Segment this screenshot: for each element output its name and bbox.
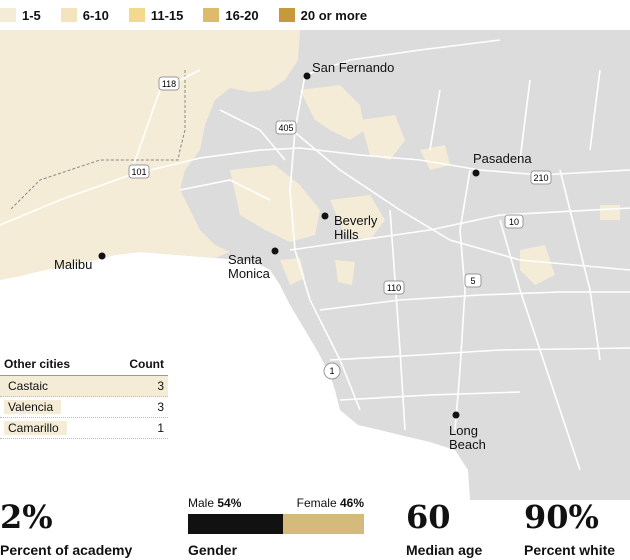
city-label-san-fernando: San Fernando bbox=[312, 60, 395, 75]
legend-swatch bbox=[278, 8, 295, 22]
stat-percent-academy-label: Percent of academy bbox=[0, 542, 133, 558]
legend-label: 11-15 bbox=[150, 7, 184, 23]
city-name: Castaic bbox=[8, 379, 49, 393]
legend-item-6-10: 6-10 bbox=[60, 7, 109, 23]
land-beige-patch bbox=[230, 165, 320, 242]
legend-swatch bbox=[128, 8, 145, 22]
highway-210-label: 210 bbox=[533, 173, 548, 183]
highway-shield-118: 118 bbox=[158, 76, 180, 91]
map[interactable]: 118 405 101 210 10 110 bbox=[0, 30, 630, 500]
land-beige-patch bbox=[600, 205, 620, 220]
city-count: 3 bbox=[157, 400, 164, 414]
city-dot-long-beach[interactable] bbox=[452, 411, 460, 419]
gender-labels: Male 54% Female 46% bbox=[188, 496, 364, 510]
land-beige-patch bbox=[520, 245, 555, 285]
table-row: Camarillo 1 bbox=[0, 418, 168, 439]
roads bbox=[0, 39, 630, 471]
highway-shields: 118 405 101 210 10 110 bbox=[128, 76, 552, 380]
highway-shield-1: 1 bbox=[323, 362, 341, 380]
legend-item-11-15: 11-15 bbox=[128, 7, 184, 23]
land-beige-patch bbox=[335, 260, 355, 285]
legend-label: 20 or more bbox=[300, 7, 368, 23]
highway-110-label: 110 bbox=[387, 283, 401, 293]
legend: 1-5 6-10 11-15 16-20 20 or more bbox=[0, 0, 630, 30]
stat-median-age-value: 60 bbox=[406, 498, 451, 536]
legend-item-1-5: 1-5 bbox=[0, 8, 41, 23]
legend-swatch bbox=[0, 8, 16, 22]
other-cities-header-name: Other cities bbox=[4, 357, 71, 371]
gender-female-text: Female 46% bbox=[297, 496, 364, 510]
land-beige-patch bbox=[360, 115, 405, 160]
legend-swatch bbox=[203, 8, 220, 22]
table-row: Castaic 3 bbox=[0, 376, 168, 397]
city-dot-beverly-hills[interactable] bbox=[321, 212, 329, 220]
stat-percent-academy-value: 2% bbox=[0, 498, 53, 536]
city-dot-pasadena[interactable] bbox=[472, 169, 480, 177]
map-canvas: 118 405 101 210 10 110 bbox=[0, 30, 630, 500]
gender-male-label: Male bbox=[188, 496, 215, 510]
legend-item-20-plus: 20 or more bbox=[278, 7, 368, 23]
stat-percent-white-label: Percent white bbox=[524, 542, 616, 558]
highway-shield-5: 5 bbox=[464, 273, 482, 288]
highway-101-label: 101 bbox=[131, 167, 146, 177]
legend-label: 16-20 bbox=[225, 7, 259, 23]
city-dots bbox=[98, 72, 480, 419]
city-name: Valencia bbox=[4, 400, 62, 414]
legend-label: 6-10 bbox=[82, 7, 109, 23]
highway-shield-405: 405 bbox=[275, 120, 297, 135]
city-dot-santa-monica[interactable] bbox=[271, 247, 279, 255]
city-label-long-beach: Long Beach bbox=[449, 423, 486, 452]
other-cities-table: Other cities Count Castaic 3 Valencia 3 … bbox=[0, 355, 168, 439]
city-count: 3 bbox=[157, 379, 164, 393]
highway-405-label: 405 bbox=[278, 123, 293, 133]
gender-female-label: Female bbox=[296, 496, 337, 510]
highway-5-label: 5 bbox=[470, 276, 475, 286]
stats-panel: 2% Percent of academy Male 54% Female 46… bbox=[0, 496, 630, 560]
stat-gender-label: Gender bbox=[188, 542, 238, 558]
city-dot-san-fernando[interactable] bbox=[303, 72, 311, 80]
other-cities-header-count: Count bbox=[129, 357, 164, 371]
highway-1-label: 1 bbox=[329, 366, 334, 376]
city-label-beverly-hills: Beverly Hills bbox=[334, 213, 378, 242]
stat-median-age-label: Median age bbox=[406, 542, 483, 558]
table-row: Valencia 3 bbox=[0, 397, 168, 418]
land-beige-west bbox=[0, 30, 300, 280]
gender-female-pct: 46% bbox=[339, 496, 364, 510]
city-count: 1 bbox=[157, 421, 164, 435]
legend-label: 1-5 bbox=[22, 7, 41, 23]
city-label-malibu: Malibu bbox=[54, 257, 93, 272]
city-label-santa-monica: Santa Monica bbox=[228, 252, 270, 281]
city-label-pasadena: Pasadena bbox=[473, 151, 532, 166]
other-cities-header: Other cities Count bbox=[0, 355, 168, 376]
legend-swatch bbox=[60, 8, 77, 22]
land-beige-patch bbox=[300, 85, 365, 140]
gender-male-text: Male 54% bbox=[188, 496, 241, 510]
county-line bbox=[9, 70, 186, 211]
legend-item-16-20: 16-20 bbox=[203, 7, 259, 23]
highway-118-label: 118 bbox=[162, 79, 176, 89]
gender-male-pct: 54% bbox=[217, 496, 242, 510]
gender-bar-female bbox=[283, 514, 364, 534]
gender-bar-male bbox=[188, 514, 284, 534]
highway-10-label: 10 bbox=[509, 217, 519, 227]
city-name: Camarillo bbox=[4, 421, 67, 435]
land-beige-patch bbox=[330, 195, 385, 240]
city-dot-malibu[interactable] bbox=[98, 252, 106, 260]
highway-shield-10: 10 bbox=[504, 214, 524, 229]
highway-shield-210: 210 bbox=[530, 170, 552, 185]
highway-shield-101: 101 bbox=[128, 164, 150, 179]
gender-bar bbox=[188, 514, 364, 534]
stat-percent-white-value: 90% bbox=[524, 498, 599, 536]
highway-shield-110: 110 bbox=[383, 280, 405, 295]
